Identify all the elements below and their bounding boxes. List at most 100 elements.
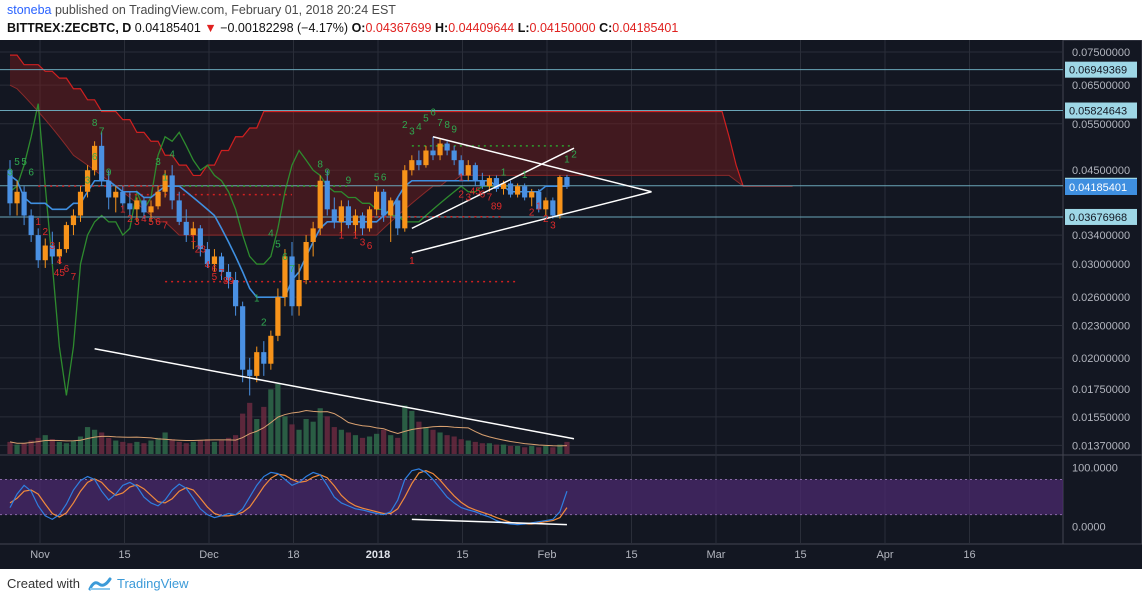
candle-body bbox=[183, 221, 189, 236]
candle-body bbox=[381, 191, 387, 216]
candle-body bbox=[324, 180, 330, 210]
author-link[interactable]: stoneba bbox=[7, 3, 52, 17]
open-label: O: bbox=[351, 21, 366, 35]
td-count-label: 1 bbox=[191, 234, 197, 245]
td-count-label: 3 bbox=[134, 217, 140, 228]
td-count-label: 4 bbox=[416, 122, 422, 133]
volume-bar bbox=[451, 436, 457, 454]
price-change: −0.00182298 (−4.17%) bbox=[220, 21, 349, 35]
senkou-span-a-line bbox=[10, 54, 793, 187]
candle-body bbox=[500, 183, 507, 189]
td-count-label: 2 bbox=[127, 214, 133, 225]
down-arrow-icon: ▼ bbox=[204, 21, 217, 35]
senkou-span-b-line bbox=[9, 84, 793, 236]
td-count-label: 1 bbox=[254, 294, 260, 305]
time-tick-label: 15 bbox=[456, 549, 468, 561]
time-tick-label: 15 bbox=[794, 549, 806, 561]
td-count-label: 45 bbox=[470, 187, 482, 198]
volume-bar bbox=[120, 441, 126, 454]
td-count-label: 1 bbox=[162, 173, 168, 184]
td-count-label: 6 bbox=[381, 173, 387, 184]
candle-body bbox=[536, 191, 542, 210]
volume-bar bbox=[113, 440, 119, 454]
volume-bar bbox=[374, 433, 380, 454]
candle-body bbox=[430, 150, 436, 156]
price-tick-label: 0.01750000 bbox=[1072, 384, 1130, 396]
td-count-label: 7 bbox=[487, 192, 493, 203]
candle-body bbox=[7, 170, 13, 204]
candle-body bbox=[388, 200, 394, 216]
volume-bar bbox=[134, 441, 140, 454]
td-count-label: 6 bbox=[367, 241, 373, 252]
volume-bar bbox=[176, 441, 182, 454]
td-count-label: 1 bbox=[339, 231, 345, 242]
volume-bar bbox=[536, 447, 542, 454]
candle-body bbox=[409, 160, 415, 171]
td-count-label: 2 bbox=[543, 214, 549, 225]
candle-body bbox=[423, 150, 429, 166]
candle-body bbox=[331, 209, 337, 222]
volume-bar bbox=[141, 443, 147, 454]
candle-body bbox=[282, 256, 288, 298]
volume-bar bbox=[359, 437, 366, 454]
candle-body bbox=[451, 150, 457, 161]
time-tick-label: Apr bbox=[876, 549, 893, 561]
candle-body bbox=[225, 271, 232, 281]
candle-body bbox=[106, 180, 112, 198]
volume-bar bbox=[275, 384, 281, 454]
td-count-label: 89 bbox=[223, 276, 235, 287]
volume-bar bbox=[550, 447, 556, 454]
volume-bar bbox=[240, 413, 246, 454]
td-count-label: 3 bbox=[7, 167, 13, 178]
td-count-label: 5 bbox=[374, 173, 380, 184]
volume-bar bbox=[56, 441, 62, 454]
td-count-label: 1 bbox=[120, 204, 126, 215]
volume-bar bbox=[282, 416, 288, 454]
candle-body bbox=[261, 352, 267, 364]
tradingview-logo-icon[interactable] bbox=[88, 577, 112, 591]
publish-info: published on TradingView.com, February 0… bbox=[54, 3, 396, 17]
volume-bar bbox=[430, 429, 436, 454]
trend-line bbox=[411, 147, 575, 230]
price-tick-label: 0.02300000 bbox=[1072, 321, 1130, 333]
td-count-label: 3 bbox=[155, 157, 161, 168]
volume-bar bbox=[289, 424, 295, 454]
time-tick-label: Feb bbox=[538, 549, 557, 561]
created-with-text: Created with bbox=[7, 576, 80, 591]
volume-bar bbox=[70, 440, 77, 454]
candle-body bbox=[366, 209, 373, 229]
candle-body bbox=[197, 228, 203, 250]
volume-bar bbox=[268, 389, 274, 454]
candle-body bbox=[416, 160, 422, 166]
candle-body bbox=[529, 191, 535, 198]
price-label: 0.04185401 bbox=[1069, 182, 1127, 194]
volume-bar bbox=[437, 432, 443, 454]
volume-bar bbox=[388, 435, 394, 454]
candle-body bbox=[218, 256, 225, 272]
osc-tick-label: 100.0000 bbox=[1072, 463, 1118, 475]
price-label-box bbox=[1065, 61, 1137, 78]
candle-body bbox=[70, 215, 77, 226]
stoch-band bbox=[0, 479, 1063, 515]
volume-bar bbox=[247, 402, 253, 454]
td-count-label: 45 bbox=[54, 268, 66, 279]
volume-bar bbox=[106, 437, 112, 454]
time-tick-label: 16 bbox=[963, 549, 975, 561]
candle-body bbox=[507, 183, 514, 195]
publish-line: stoneba published on TradingView.com, Fe… bbox=[7, 3, 396, 17]
candle-body bbox=[42, 245, 48, 261]
candle-body bbox=[275, 297, 281, 336]
td-count-label: 1 bbox=[564, 155, 570, 166]
volume-bar bbox=[14, 444, 20, 454]
candle-body bbox=[543, 200, 549, 210]
volume-bar bbox=[296, 429, 302, 454]
td-count-label: 3 bbox=[550, 220, 556, 231]
td-count-label: 1 bbox=[536, 201, 542, 212]
volume-bar bbox=[225, 437, 232, 454]
volume-bar bbox=[465, 440, 471, 454]
ichimoku-cloud bbox=[10, 55, 793, 236]
candle-body bbox=[493, 178, 500, 189]
tradingview-brand-link[interactable]: TradingView bbox=[117, 576, 189, 591]
